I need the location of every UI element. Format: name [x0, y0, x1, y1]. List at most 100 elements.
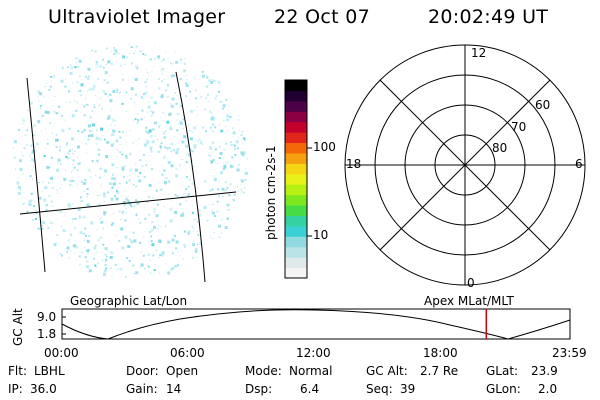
emission-pixel: [215, 215, 217, 217]
emission-pixel: [104, 247, 108, 251]
emission-pixel: [54, 96, 56, 97]
emission-pixel: [223, 106, 225, 108]
emission-pixel: [194, 147, 197, 149]
emission-pixel: [165, 157, 167, 159]
emission-pixel: [50, 200, 53, 203]
emission-pixel: [218, 224, 221, 228]
emission-pixel: [77, 58, 79, 60]
emission-pixel: [56, 112, 59, 115]
emission-pixel: [105, 142, 107, 144]
emission-pixel: [80, 83, 84, 87]
emission-pixel: [159, 145, 162, 148]
emission-pixel: [46, 165, 50, 169]
emission-pixel: [162, 131, 166, 135]
emission-pixel: [213, 131, 215, 132]
emission-pixel: [186, 79, 188, 81]
emission-pixel: [72, 82, 74, 84]
emission-pixel: [125, 275, 127, 278]
emission-pixel: [108, 75, 110, 77]
emission-pixel: [176, 264, 179, 267]
emission-pixel: [148, 230, 151, 233]
emission-pixel: [98, 106, 99, 108]
colorbar-segment: [285, 90, 307, 102]
emission-pixel: [176, 119, 178, 121]
gc-alt-value: 2.7 Re: [420, 364, 459, 378]
emission-pixel: [224, 181, 227, 184]
emission-pixel: [160, 253, 164, 257]
emission-pixel: [91, 160, 94, 163]
emission-pixel: [244, 179, 247, 182]
emission-pixel: [68, 90, 71, 93]
emission-pixel: [229, 116, 232, 118]
emission-pixel: [174, 92, 176, 94]
emission-pixel: [116, 88, 119, 91]
emission-pixel: [170, 104, 171, 106]
altitude-curve: [61, 309, 571, 340]
emission-pixel: [186, 78, 188, 80]
emission-pixel: [38, 182, 40, 183]
emission-pixel: [99, 65, 102, 68]
emission-pixel: [164, 79, 165, 80]
emission-pixel: [123, 176, 125, 179]
colorbar-segment: [285, 215, 307, 227]
emission-pixel: [151, 76, 153, 78]
emission-pixel: [210, 111, 213, 114]
emission-pixel: [82, 181, 86, 185]
emission-pixel: [160, 95, 164, 99]
emission-pixel: [69, 157, 71, 159]
emission-pixel: [22, 202, 25, 205]
emission-pixel: [145, 69, 147, 71]
emission-pixel: [244, 171, 248, 175]
colorbar-segment: [285, 236, 307, 248]
emission-pixel: [56, 234, 59, 237]
emission-pixel: [110, 62, 113, 65]
emission-pixel: [198, 93, 200, 95]
emission-pixel: [85, 142, 88, 145]
emission-pixel: [101, 58, 104, 61]
emission-pixel: [191, 131, 193, 133]
emission-pixel: [212, 143, 214, 144]
emission-pixel: [106, 191, 109, 194]
emission-pixel: [238, 129, 240, 131]
emission-pixel: [144, 217, 147, 220]
emission-pixel: [108, 182, 112, 185]
emission-pixel: [118, 239, 121, 242]
emission-pixel: [125, 156, 129, 159]
emission-pixel: [164, 146, 167, 149]
emission-pixel: [215, 161, 217, 163]
emission-pixel: [58, 105, 61, 108]
emission-pixel: [106, 256, 108, 258]
emission-pixel: [50, 76, 52, 78]
emission-pixel: [209, 126, 212, 129]
emission-pixel: [31, 116, 33, 118]
emission-pixel: [132, 231, 135, 234]
emission-pixel: [175, 113, 178, 116]
emission-pixel: [90, 58, 91, 59]
emission-pixel: [87, 103, 90, 106]
colorbar-label-100: 100: [313, 140, 336, 154]
emission-pixel: [218, 124, 220, 126]
emission-pixel: [57, 158, 61, 162]
emission-pixel: [103, 269, 107, 273]
emission-pixel: [165, 177, 168, 180]
emission-pixel: [183, 243, 186, 246]
emission-pixel: [93, 246, 97, 250]
emission-pixel: [212, 151, 214, 153]
emission-pixel: [101, 183, 103, 185]
emission-pixel: [122, 55, 126, 59]
emission-pixel: [183, 69, 186, 73]
emission-pixel: [189, 123, 191, 125]
emission-pixel: [110, 267, 113, 270]
emission-pixel: [217, 90, 220, 93]
emission-pixel: [142, 254, 145, 257]
emission-pixel: [219, 100, 222, 103]
emission-pixel: [226, 203, 230, 207]
emission-pixel: [52, 181, 53, 183]
emission-pixel: [155, 189, 158, 192]
emission-pixel: [80, 200, 83, 203]
emission-pixel: [170, 104, 174, 108]
emission-pixel: [209, 146, 213, 150]
emission-pixel: [45, 128, 47, 130]
emission-pixel: [148, 183, 152, 187]
emission-pixel: [179, 203, 182, 206]
